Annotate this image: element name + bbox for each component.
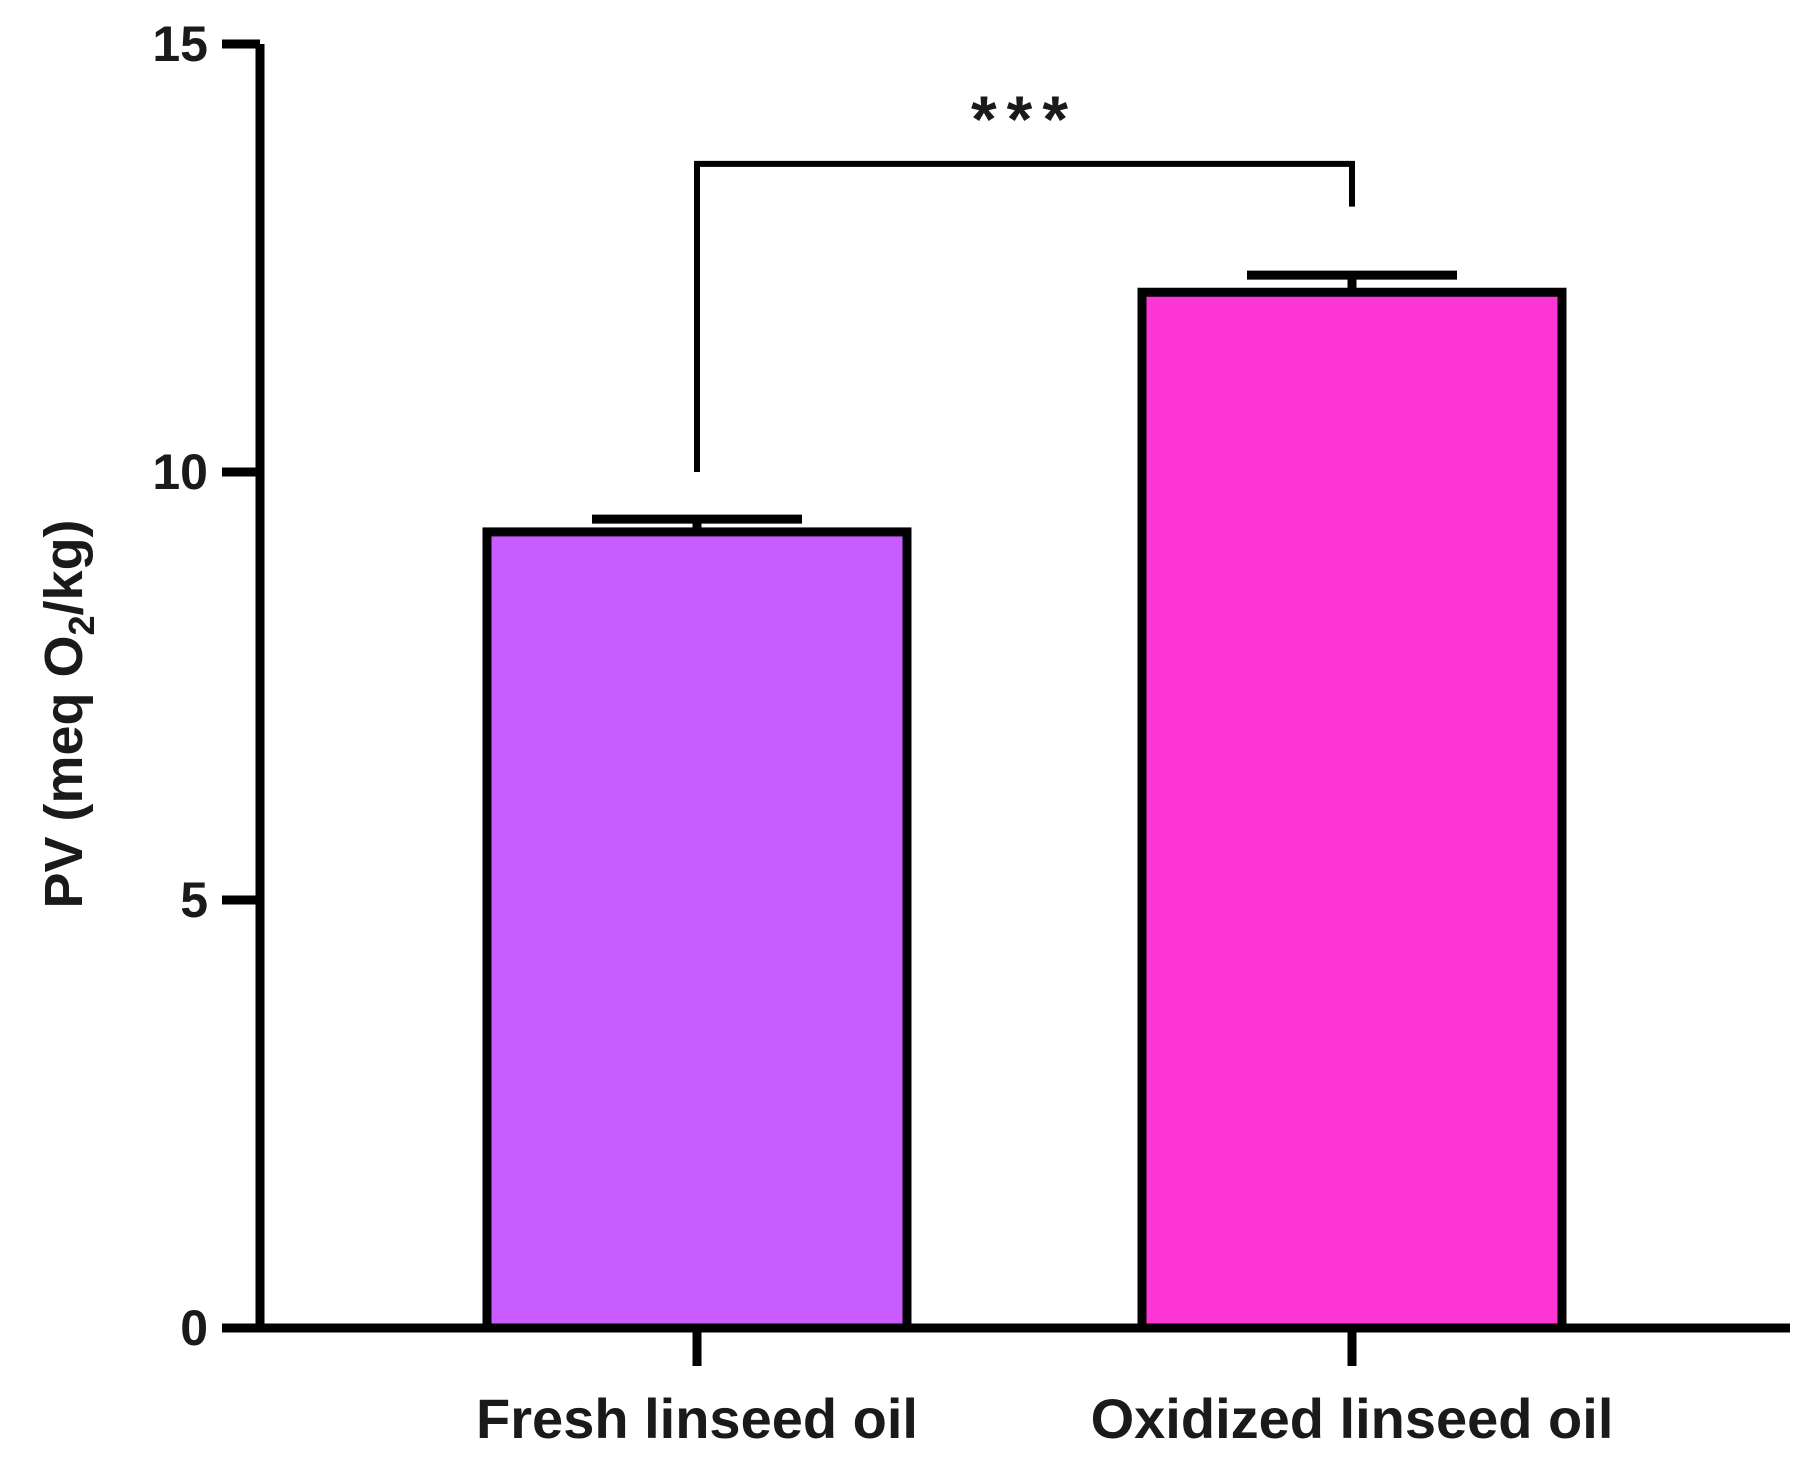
significance-annotation: *** (694, 82, 1355, 472)
y-tick-label: 0 (180, 1300, 208, 1356)
x-tick-label: Fresh linseed oil (476, 1387, 918, 1450)
y-tick-label: 5 (180, 872, 208, 928)
bar-fresh (482, 527, 912, 1333)
y-ticks: 0 5 10 15 (152, 16, 260, 1356)
bars (482, 287, 1567, 1333)
y-axis-title-subscript: 2 (61, 615, 102, 635)
significance-label: *** (971, 82, 1078, 156)
y-tick-label: 15 (152, 16, 208, 72)
significance-bracket (694, 160, 1355, 472)
y-axis-title: PV (meq O2/kg) (34, 519, 102, 908)
error-bars (592, 270, 1457, 532)
x-ticks: Fresh linseed oil Oxidized linseed oil (476, 1328, 1613, 1450)
bar-oxidized (1137, 287, 1567, 1333)
x-tick-label: Oxidized linseed oil (1091, 1387, 1614, 1450)
y-tick-label: 10 (152, 444, 208, 500)
